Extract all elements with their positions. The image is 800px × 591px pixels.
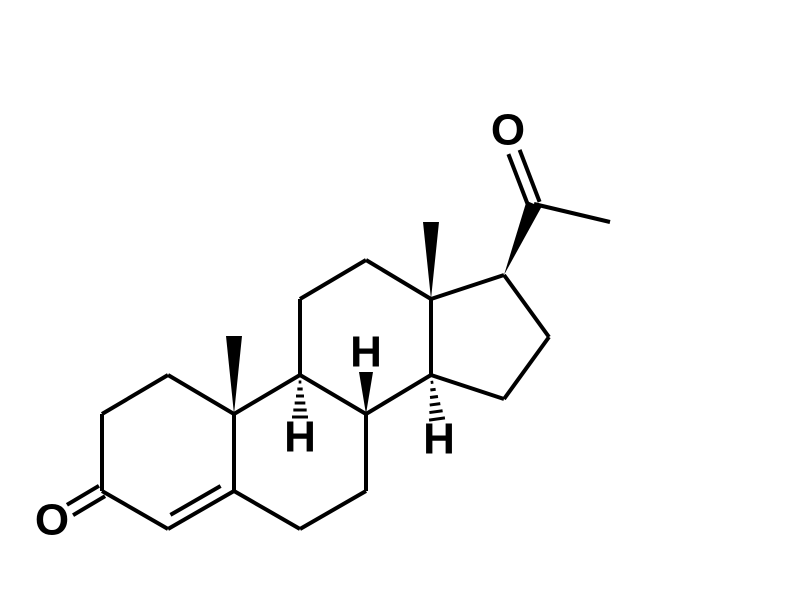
chemical-structure-diagram: OOHHH [0,0,800,591]
atom-label-H14: H [423,415,455,464]
atom-label-H8: H [350,328,382,377]
atom-label-O1: O [35,496,69,545]
atom-label-O2: O [491,106,525,155]
atom-label-H9: H [284,413,316,462]
